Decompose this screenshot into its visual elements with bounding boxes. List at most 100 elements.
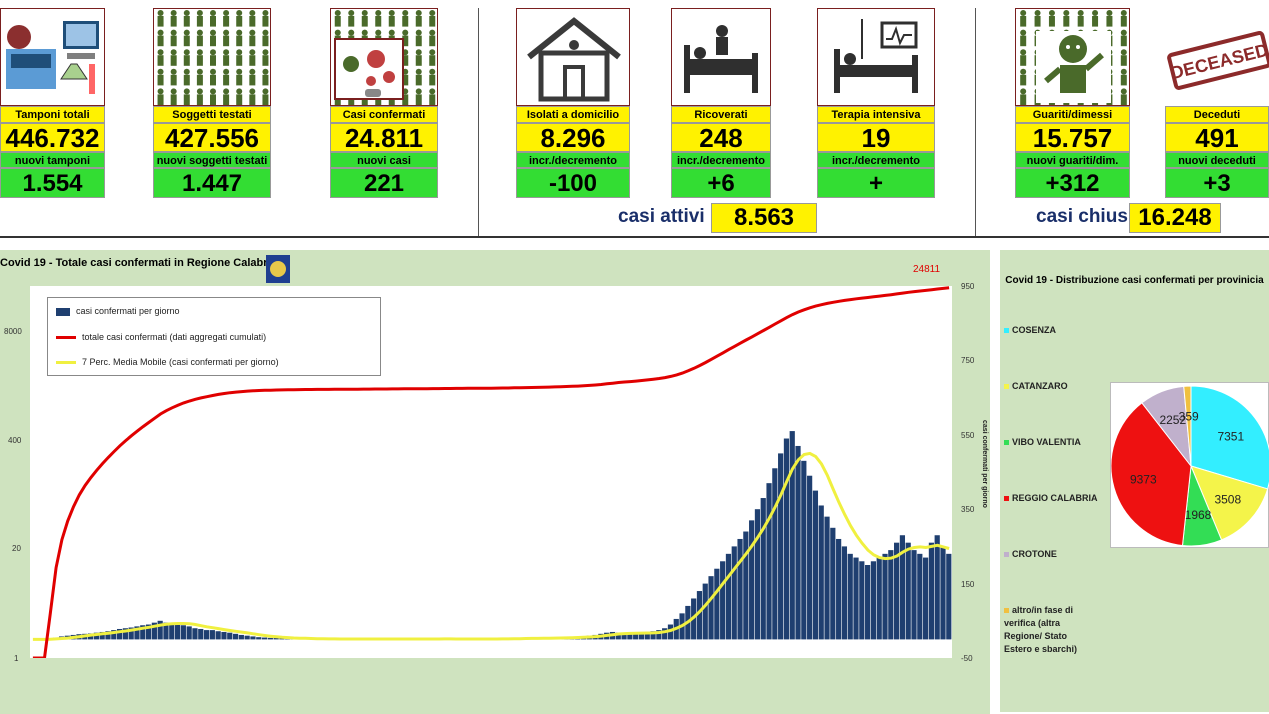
person-figure <box>415 55 422 66</box>
card-subvalue: + <box>817 168 935 198</box>
person-figure <box>1048 10 1055 16</box>
person-figure <box>249 16 256 27</box>
person-figure <box>402 74 409 86</box>
daily-bar <box>696 591 703 640</box>
daily-bar <box>227 632 233 640</box>
person-figure <box>361 10 368 16</box>
daily-bar <box>163 622 169 640</box>
person-figure <box>429 29 436 36</box>
daily-bar <box>778 453 784 640</box>
person-figure <box>415 10 422 16</box>
pie-value-label: 1968 <box>1185 508 1212 522</box>
person-figure <box>348 10 355 16</box>
card-label: Tamponi totali <box>0 106 105 123</box>
daily-bar <box>946 553 952 640</box>
card-sublabel: incr./decremento <box>516 152 630 168</box>
person-figure <box>262 35 269 47</box>
daily-bar <box>215 631 221 640</box>
people-grid-icon <box>153 8 271 106</box>
person-figure <box>348 16 355 27</box>
daily-bar <box>279 638 285 640</box>
pie-slice <box>1190 385 1269 490</box>
person-figure <box>1020 29 1027 36</box>
y-tick-left: 1 <box>14 654 19 663</box>
person-figure <box>429 55 436 66</box>
person-figure <box>262 74 269 86</box>
person-figure <box>415 35 422 47</box>
daily-bar <box>662 628 668 640</box>
daily-bar <box>122 628 128 640</box>
daily-bar <box>818 505 824 640</box>
card-guariti: Guariti/dimessi 15.757 nuovi guariti/dim… <box>1015 8 1130 198</box>
person-figure <box>1020 55 1027 66</box>
person-figure <box>157 29 164 36</box>
person-figure <box>402 55 409 66</box>
y-tick-left: 8000 <box>4 327 22 336</box>
person-figure <box>1120 74 1127 86</box>
person-figure <box>375 29 382 36</box>
person-figure <box>415 29 422 36</box>
daily-bar <box>737 538 743 640</box>
card-subvalue: 1.554 <box>0 168 105 198</box>
person-figure <box>249 35 256 47</box>
person-figure <box>183 16 190 27</box>
person-figure <box>249 49 256 56</box>
card-terapia: Terapia intensiva 19 incr./decremento + <box>817 8 935 198</box>
person-figure <box>249 94 256 105</box>
card-label: Soggetti testati <box>153 106 271 123</box>
legend-item-moving-avg: 7 Perc. Media Mobile (casi confermati pe… <box>56 357 279 367</box>
daily-bar <box>105 631 111 640</box>
person-figure <box>415 74 422 86</box>
person-figure <box>1020 10 1027 16</box>
chart-legend: casi confermati per giorno totale casi c… <box>47 297 381 376</box>
daily-bar <box>180 625 186 640</box>
person-figure <box>183 10 190 16</box>
daily-bar <box>650 631 656 640</box>
card-sublabel: nuovi guariti/dim. <box>1015 152 1130 168</box>
legend-catanzaro: CATANZARO <box>1004 380 1068 393</box>
person-figure <box>196 35 203 47</box>
person-figure <box>361 29 368 36</box>
person-figure <box>157 88 164 95</box>
daily-bar <box>203 630 210 640</box>
daily-bar <box>111 630 117 640</box>
daily-bar <box>192 628 198 640</box>
y-tick-right: 550 <box>961 431 975 440</box>
person-figure <box>236 74 243 86</box>
chart-title: Covid 19 - Totale casi confermati in Reg… <box>0 257 277 269</box>
recovered-person-icon <box>1015 8 1130 106</box>
daily-bar <box>221 631 227 640</box>
daily-bar <box>923 557 929 640</box>
divider <box>975 8 976 236</box>
person-figure <box>236 68 243 75</box>
pie-slice <box>1190 465 1269 541</box>
person-figure <box>1120 29 1127 36</box>
card-subvalue: +312 <box>1015 168 1130 198</box>
daily-bar <box>754 509 761 640</box>
person-figure <box>210 10 216 16</box>
person-figure <box>249 74 256 86</box>
daily-bar <box>627 634 633 640</box>
person-figure <box>262 88 269 95</box>
daily-bar <box>615 632 621 640</box>
pie-value-label: 2252 <box>1159 413 1186 427</box>
daily-bar <box>836 538 842 640</box>
lab-test-icon <box>0 8 105 106</box>
province-label: VIBO VALENTIA <box>1012 437 1081 447</box>
card-value: 19 <box>817 123 935 153</box>
person-figure <box>210 68 216 75</box>
person-figure <box>262 55 269 66</box>
person-figure <box>183 35 190 47</box>
person-figure <box>415 49 422 56</box>
card-deceduti: DECEASED Deceduti 491 nuovi deceduti +3 <box>1165 8 1269 198</box>
legend-label: casi confermati per giorno <box>76 306 180 316</box>
legend-label: totale casi confermati (dati aggregati c… <box>82 332 267 342</box>
card-value: 15.757 <box>1015 123 1130 153</box>
daily-bar <box>772 468 778 640</box>
card-sublabel: nuovi deceduti <box>1165 152 1269 168</box>
daily-bar <box>853 557 859 640</box>
daily-bar <box>783 438 790 640</box>
person-figure <box>429 49 436 56</box>
card-subvalue: 221 <box>330 168 438 198</box>
person-figure <box>1120 94 1127 105</box>
